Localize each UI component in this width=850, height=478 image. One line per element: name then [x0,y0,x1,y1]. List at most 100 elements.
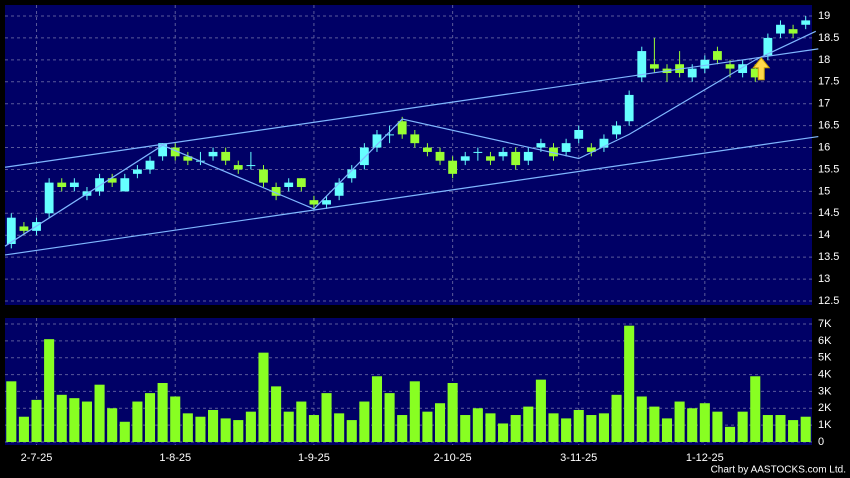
volume-bar [460,415,471,442]
y-tick-label: 1K [818,419,832,431]
volume-bar [119,421,130,442]
candle-body [448,160,458,174]
candle-body [120,178,130,192]
volume-bar [636,396,647,442]
volume-bar [182,413,193,442]
candle-body [69,182,79,187]
candle-body [574,130,584,139]
volume-bar [384,393,395,442]
trend-line [4,48,819,168]
candle-body [435,151,445,161]
candle-body [460,156,470,161]
x-tick-label: 1-9-25 [298,452,330,464]
candle-body [296,178,306,187]
volume-bar [750,376,761,442]
candle-body [511,151,521,166]
y-tick-label: 17.5 [818,76,839,88]
candle-body [372,134,382,148]
volume-bar [397,415,408,442]
volume-bar [6,381,17,442]
candle-body [599,138,609,148]
y-tick-label: 5K [818,352,832,364]
candle-body [359,147,369,166]
candle-body [107,178,117,183]
candle-body [284,182,294,187]
volume-bar [258,352,269,442]
y-tick-label: 13 [818,273,830,285]
volume-bar [334,413,345,442]
candle-body [246,165,256,167]
candle-body [208,151,218,157]
volume-bar [31,399,42,442]
candle-body [385,134,394,136]
volume-bar [69,398,80,442]
y-tick-label: 16 [818,141,830,153]
volume-bar [661,418,673,442]
candle-body [763,37,773,56]
volume-bar [699,403,710,442]
volume-bar [346,420,357,442]
volume-bar [598,413,609,442]
candle-body [536,143,546,148]
candle-body [649,64,659,69]
volume-bar [737,411,748,442]
volume-bar [447,383,458,442]
candle-body [637,51,647,78]
y-tick-label: 19 [818,10,830,22]
y-tick-label: 4K [818,368,832,380]
volume-bar [208,409,219,442]
volume-bar [220,418,231,442]
volume-bar [472,408,483,442]
candle-body [586,147,596,152]
y-tick-label: 13.5 [818,251,839,263]
y-tick-label: 12.5 [818,295,839,307]
candle-body [397,121,407,135]
candle-body [57,182,67,187]
volume-bar [674,401,685,442]
volume-bar [687,408,698,442]
volume-bar [157,383,168,442]
candle-body [145,160,155,170]
signal-arrow [752,56,771,81]
candle-body [19,226,29,231]
y-tick-label: 2K [818,402,832,414]
y-tick-label: 18.5 [818,32,839,44]
trend-line [4,30,817,247]
volume-bar [586,415,597,442]
y-tick-label: 15.5 [818,163,839,175]
candle-body [788,29,798,34]
volume-bar [371,376,383,442]
volume-bar [233,420,244,442]
candle-body [158,143,168,157]
volume-bar [308,415,319,442]
candle-body [486,156,495,161]
y-tick-label: 15 [818,185,830,197]
volume-bar [573,409,584,442]
volume-bar [321,393,332,442]
volume-bar [548,413,559,442]
candle-body [233,165,243,170]
volume-bar [271,386,282,442]
volume-bar [170,396,181,442]
y-tick-label: 6K [818,335,832,347]
candle-body [95,178,104,192]
candle-body [183,156,193,161]
candle-body [776,24,785,34]
volume-bar [18,416,29,442]
credit: Chart by AASTOCKS.com Ltd. [711,465,846,476]
x-tick-label: 2-7-25 [21,452,53,464]
candle-body [44,182,54,214]
volume-bar [611,394,622,442]
candle-body [347,169,357,179]
volume-bar [195,416,206,442]
volume-bar [788,420,799,442]
y-tick-label: 14.5 [818,207,839,219]
candle-body [498,151,508,157]
volume-bar [94,384,105,442]
candle-body [549,147,558,157]
candle-body [700,59,710,69]
y-tick-label: 18 [818,54,830,66]
volume-bar [523,406,534,442]
y-tick-label: 14 [818,229,830,241]
